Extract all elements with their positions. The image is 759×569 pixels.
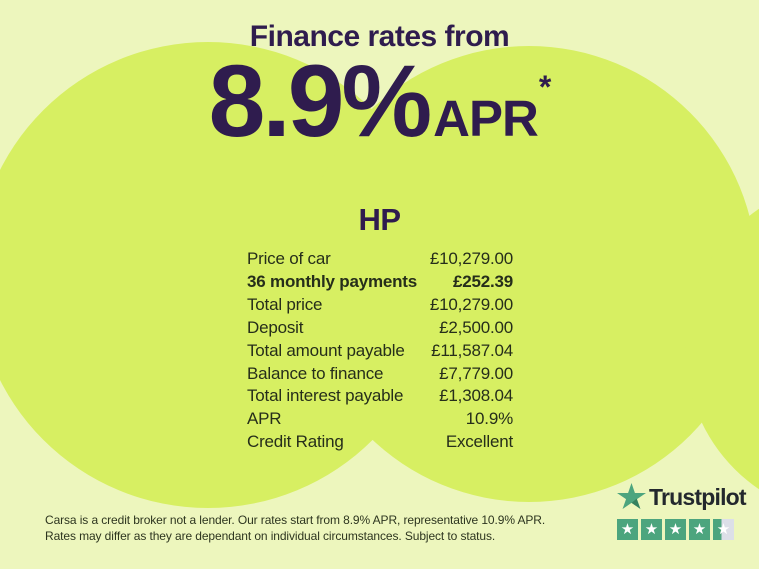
- trustpilot-widget[interactable]: Trustpilot ★ ★ ★ ★ ★: [617, 483, 747, 540]
- trustpilot-logo-row: Trustpilot: [617, 483, 747, 511]
- finance-row-label: APR: [247, 409, 282, 429]
- finance-table-row: 36 monthly payments £252.39: [247, 271, 513, 294]
- finance-row-label: Deposit: [247, 317, 304, 337]
- finance-table-row: Total interest payable £1,308.04: [247, 385, 513, 408]
- finance-details-table: Price of car £10,279.00 36 monthly payment…: [247, 248, 513, 454]
- headline-rate: 8.9%APR*: [0, 50, 759, 152]
- finance-table-row: Balance to finance £7,779.00: [247, 363, 513, 386]
- plan-title: HP: [358, 202, 401, 237]
- rate-unit: APR: [433, 90, 539, 147]
- legal-disclaimer: Carsa is a credit broker not a lender. O…: [45, 512, 605, 544]
- finance-table-row: Deposit £2,500.00: [247, 317, 513, 340]
- finance-table-row: Price of car £10,279.00: [247, 248, 513, 271]
- finance-row-label: Balance to finance: [247, 363, 384, 383]
- finance-row-value: £1,308.04: [439, 386, 513, 406]
- finance-row-value: Excellent: [445, 432, 513, 452]
- finance-row-label: Price of car: [247, 249, 331, 268]
- finance-row-label: Credit Rating: [247, 432, 344, 452]
- finance-table-row: Total amount payable £11,587.04: [247, 340, 513, 363]
- finance-row-value: £11,587.04: [431, 340, 513, 360]
- trustpilot-rating-star-box: ★: [713, 519, 734, 540]
- background-circle-right: [301, 46, 757, 502]
- rate-footnote-asterisk: *: [538, 69, 552, 105]
- eyebrow-heading: Finance rates from: [249, 20, 510, 53]
- finance-row-value: 10.9%: [465, 409, 513, 429]
- finance-row-label: Total interest payable: [247, 386, 404, 406]
- finance-row-value: £252.39: [452, 271, 513, 291]
- finance-row-value: £7,779.00: [439, 363, 513, 383]
- trustpilot-rating-star-box: ★: [689, 519, 710, 540]
- trustpilot-rating-stars: ★ ★ ★ ★ ★: [617, 519, 741, 540]
- trustpilot-star-icon: [617, 483, 646, 510]
- trustpilot-rating-star-box: ★: [617, 519, 638, 540]
- finance-table-row: Total price £10,279.00: [247, 294, 513, 317]
- finance-row-value: £10,279.00: [429, 249, 513, 268]
- finance-row-label: 36 monthly payments: [247, 271, 418, 291]
- finance-table-row: APR 10.9%: [247, 408, 513, 431]
- finance-row-label: Total amount payable: [247, 340, 405, 360]
- rate-value: 8.9%: [208, 44, 432, 158]
- finance-table-row: Credit Rating Excellent: [247, 431, 513, 454]
- disclaimer-line-1: Carsa is a credit broker not a lender. O…: [45, 513, 546, 527]
- trustpilot-brand-text: Trustpilot: [649, 483, 747, 510]
- finance-row-label: Total price: [247, 294, 323, 314]
- finance-row-value: £2,500.00: [439, 317, 513, 337]
- finance-row-value: £10,279.00: [429, 294, 513, 314]
- disclaimer-line-2: Rates may differ as they are dependant o…: [45, 529, 496, 543]
- trustpilot-rating-star-box: ★: [665, 519, 686, 540]
- trustpilot-star-shade: [631, 498, 641, 510]
- trustpilot-rating-star-box: ★: [641, 519, 662, 540]
